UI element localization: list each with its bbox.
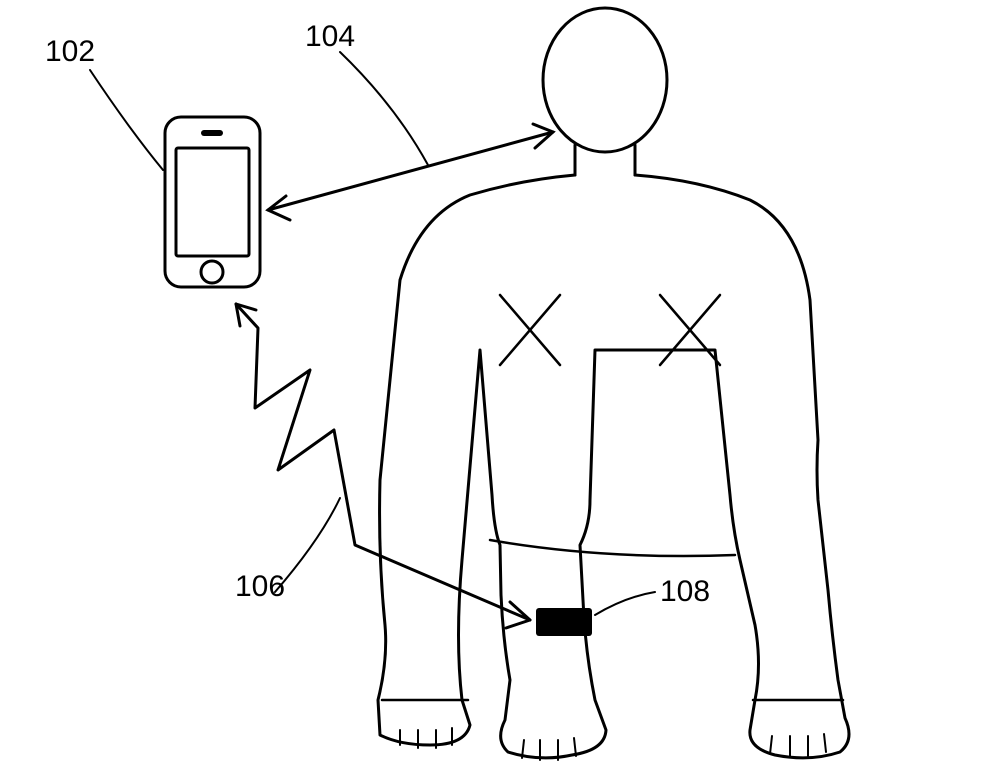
leader-104 — [340, 52, 428, 165]
leader-102 — [90, 70, 163, 170]
wristband-icon — [536, 608, 592, 636]
label-106: 106 — [235, 570, 285, 604]
person-outline — [378, 8, 849, 760]
label-104: 104 — [305, 20, 355, 54]
leader-108 — [595, 592, 655, 615]
figure-svg — [0, 0, 1000, 770]
leader-lines — [90, 52, 655, 615]
patent-figure: 102 104 106 108 — [0, 0, 1000, 770]
phone-icon — [165, 117, 260, 287]
arrow-104 — [268, 124, 553, 220]
label-108: 108 — [660, 575, 710, 609]
label-102: 102 — [45, 35, 95, 69]
